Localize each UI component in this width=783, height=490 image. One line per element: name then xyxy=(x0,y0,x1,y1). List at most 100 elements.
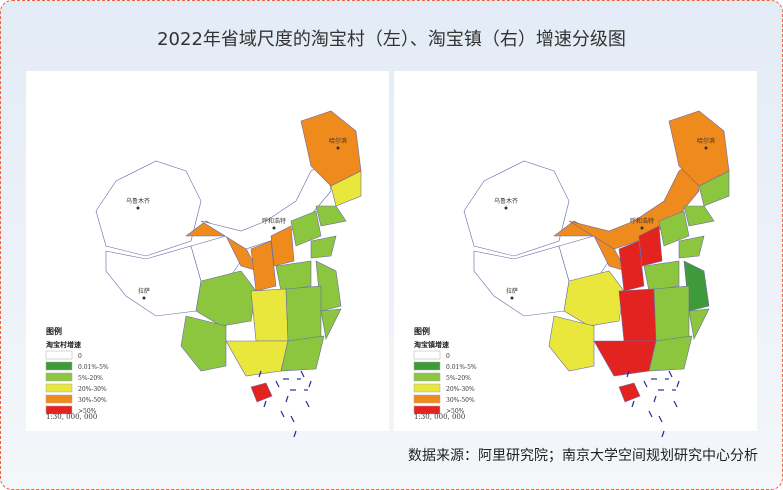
island xyxy=(294,389,296,391)
boundary xyxy=(305,400,310,408)
city-label: 呼和浩特 xyxy=(262,217,286,225)
legend-label: 20%-30% xyxy=(446,386,475,393)
island xyxy=(660,389,662,391)
province xyxy=(290,210,322,247)
island xyxy=(306,389,308,391)
legend-label: >50% xyxy=(446,408,465,415)
province xyxy=(558,235,610,284)
province xyxy=(250,288,289,342)
legend-swatch xyxy=(413,405,441,415)
province xyxy=(95,160,202,257)
province xyxy=(638,225,663,267)
legend-swatch xyxy=(413,394,441,404)
island xyxy=(292,389,294,391)
boundary xyxy=(643,380,648,388)
island xyxy=(283,378,285,380)
city-label: 拉萨 xyxy=(506,287,518,295)
province xyxy=(190,235,242,284)
island xyxy=(304,389,306,391)
province xyxy=(280,335,325,372)
source: 数据来源：阿里研究院；南京大学空间规划研究中心分析 xyxy=(408,448,758,464)
legend-subtitle: 淘宝村增速 xyxy=(46,340,81,349)
province xyxy=(648,335,693,372)
province xyxy=(463,160,570,257)
boundary xyxy=(300,370,305,378)
legend-label: 30%-50% xyxy=(78,397,107,404)
province xyxy=(643,260,680,292)
title: 2022年省域尺度的淘宝村（左）、淘宝镇（右）增速分级图 xyxy=(157,29,626,50)
city-label: 拉萨 xyxy=(138,287,150,295)
legend-label: 5%-20% xyxy=(78,375,103,382)
boundary xyxy=(285,395,289,403)
legend-label: 0.01%-5% xyxy=(446,364,477,371)
city-dot xyxy=(510,296,514,300)
province xyxy=(320,308,342,340)
boundary xyxy=(280,410,285,418)
legend-title: 图例 xyxy=(414,326,430,336)
province xyxy=(618,240,645,292)
legend-swatch xyxy=(45,350,73,360)
scale: 1:30, 000, 000 xyxy=(414,413,465,421)
boundary xyxy=(658,415,663,423)
province xyxy=(330,170,362,207)
legend-swatch xyxy=(413,372,441,382)
island xyxy=(287,378,289,380)
legend-subtitle: 淘宝镇增速 xyxy=(414,340,449,349)
island xyxy=(658,389,660,391)
island xyxy=(667,378,669,380)
province xyxy=(310,235,337,259)
boundary xyxy=(668,370,673,378)
boundary xyxy=(263,400,267,408)
island xyxy=(665,378,667,380)
province xyxy=(315,205,347,227)
legend-title: 图例 xyxy=(46,326,62,336)
city-dot xyxy=(504,206,508,210)
boundary xyxy=(673,400,678,408)
boundary xyxy=(653,395,657,403)
province xyxy=(683,205,715,227)
legend-swatch xyxy=(413,350,441,360)
boundary xyxy=(258,370,262,378)
boundary xyxy=(308,380,312,388)
legend-label: 0.01%-5% xyxy=(78,364,109,371)
boundary xyxy=(676,380,680,388)
province xyxy=(195,270,257,327)
boundary xyxy=(275,380,280,388)
province xyxy=(250,240,277,292)
boundary xyxy=(661,430,665,438)
legend-label: >50% xyxy=(78,408,97,415)
city-label: 乌鲁木齐 xyxy=(126,197,150,205)
legend-label: 0 xyxy=(446,353,450,360)
scale: 1:30, 000, 000 xyxy=(46,413,97,421)
legend-swatch xyxy=(413,383,441,393)
island xyxy=(672,389,674,391)
legend-label: 0 xyxy=(78,353,82,360)
island xyxy=(299,378,301,380)
island xyxy=(674,389,676,391)
city-dot xyxy=(272,226,276,230)
island xyxy=(297,378,299,380)
boundary xyxy=(631,400,635,408)
legend-swatch xyxy=(45,361,73,371)
province xyxy=(653,285,690,342)
city-dot xyxy=(704,146,708,150)
island xyxy=(662,389,664,391)
province xyxy=(548,315,595,372)
city-dot xyxy=(640,226,644,230)
city-label: 哈尔滨 xyxy=(329,137,347,145)
legend-label: 5%-20% xyxy=(446,375,471,382)
city-label: 乌鲁木齐 xyxy=(494,197,518,205)
boundary xyxy=(648,410,653,418)
island xyxy=(285,378,287,380)
legend-swatch xyxy=(45,383,73,393)
province xyxy=(678,235,705,259)
island xyxy=(290,389,292,391)
province xyxy=(688,308,710,340)
island xyxy=(651,378,653,380)
city-dot xyxy=(136,206,140,210)
city-dot xyxy=(142,296,146,300)
province xyxy=(270,225,295,267)
